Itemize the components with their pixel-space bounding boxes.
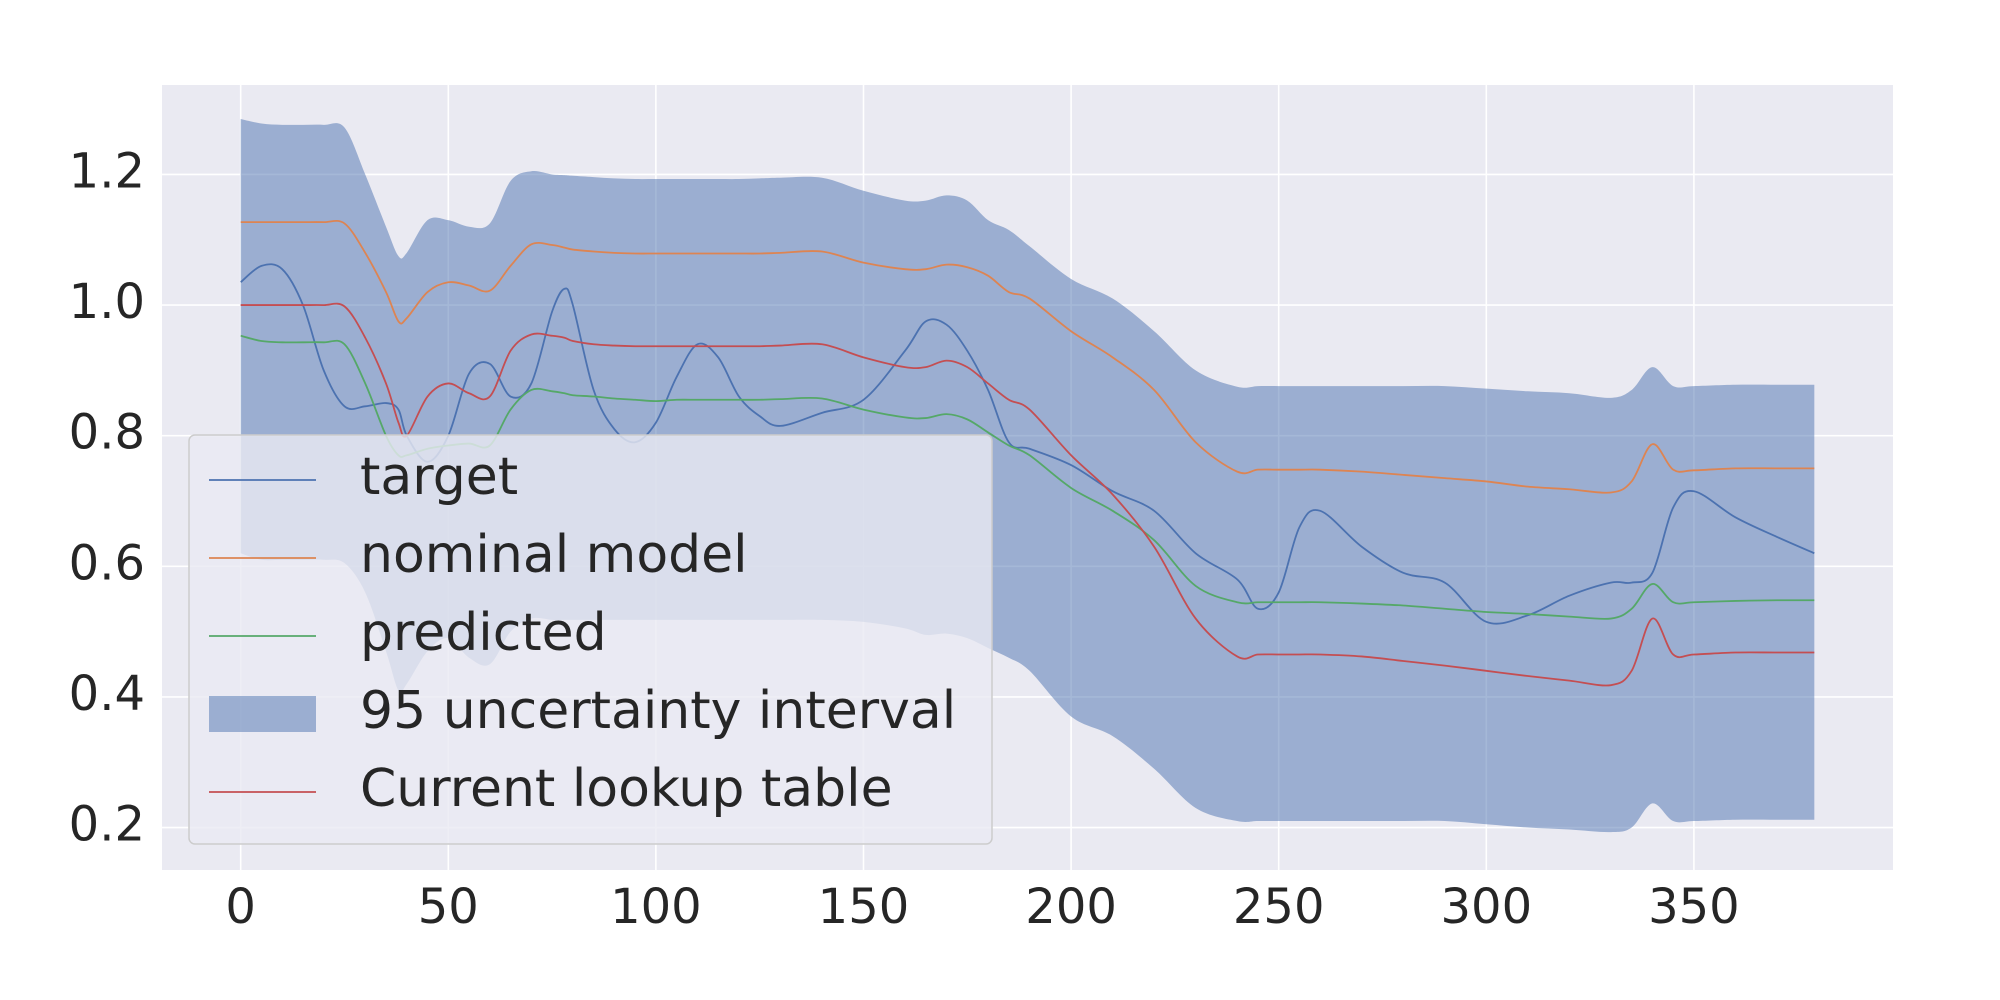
line xyxy=(240,219,1815,494)
x-tick-label: 200 xyxy=(1025,879,1117,935)
y-tick-label: 0.8 xyxy=(69,405,145,461)
y-tick-label: 0.2 xyxy=(69,797,145,853)
line xyxy=(240,302,1815,687)
x-tick-label: 250 xyxy=(1233,879,1325,935)
legend-label: 95 uncertainty interval xyxy=(360,681,956,741)
x-tick-label: 0 xyxy=(225,879,256,935)
legend-box xyxy=(188,434,993,845)
y-tick-label: 0.4 xyxy=(69,666,145,722)
y-tick-label: 0.6 xyxy=(69,535,145,591)
x-tick-label: 50 xyxy=(418,879,479,935)
x-tick-label: 150 xyxy=(818,879,910,935)
x-tick-label: 100 xyxy=(610,879,702,935)
legend-label: nominal model xyxy=(360,525,748,585)
legend-label: Current lookup table xyxy=(360,759,893,819)
y-tick-label: 1.0 xyxy=(69,274,145,330)
y-tick-label: 1.2 xyxy=(69,143,145,199)
x-tick-label: 350 xyxy=(1648,879,1740,935)
legend: target nominal model predicted 95 uncertain… xyxy=(188,434,993,845)
legend-label: target xyxy=(360,447,518,507)
x-tick-label: 300 xyxy=(1440,879,1532,935)
legend-swatch xyxy=(209,696,316,732)
legend-label: predicted xyxy=(360,603,607,663)
